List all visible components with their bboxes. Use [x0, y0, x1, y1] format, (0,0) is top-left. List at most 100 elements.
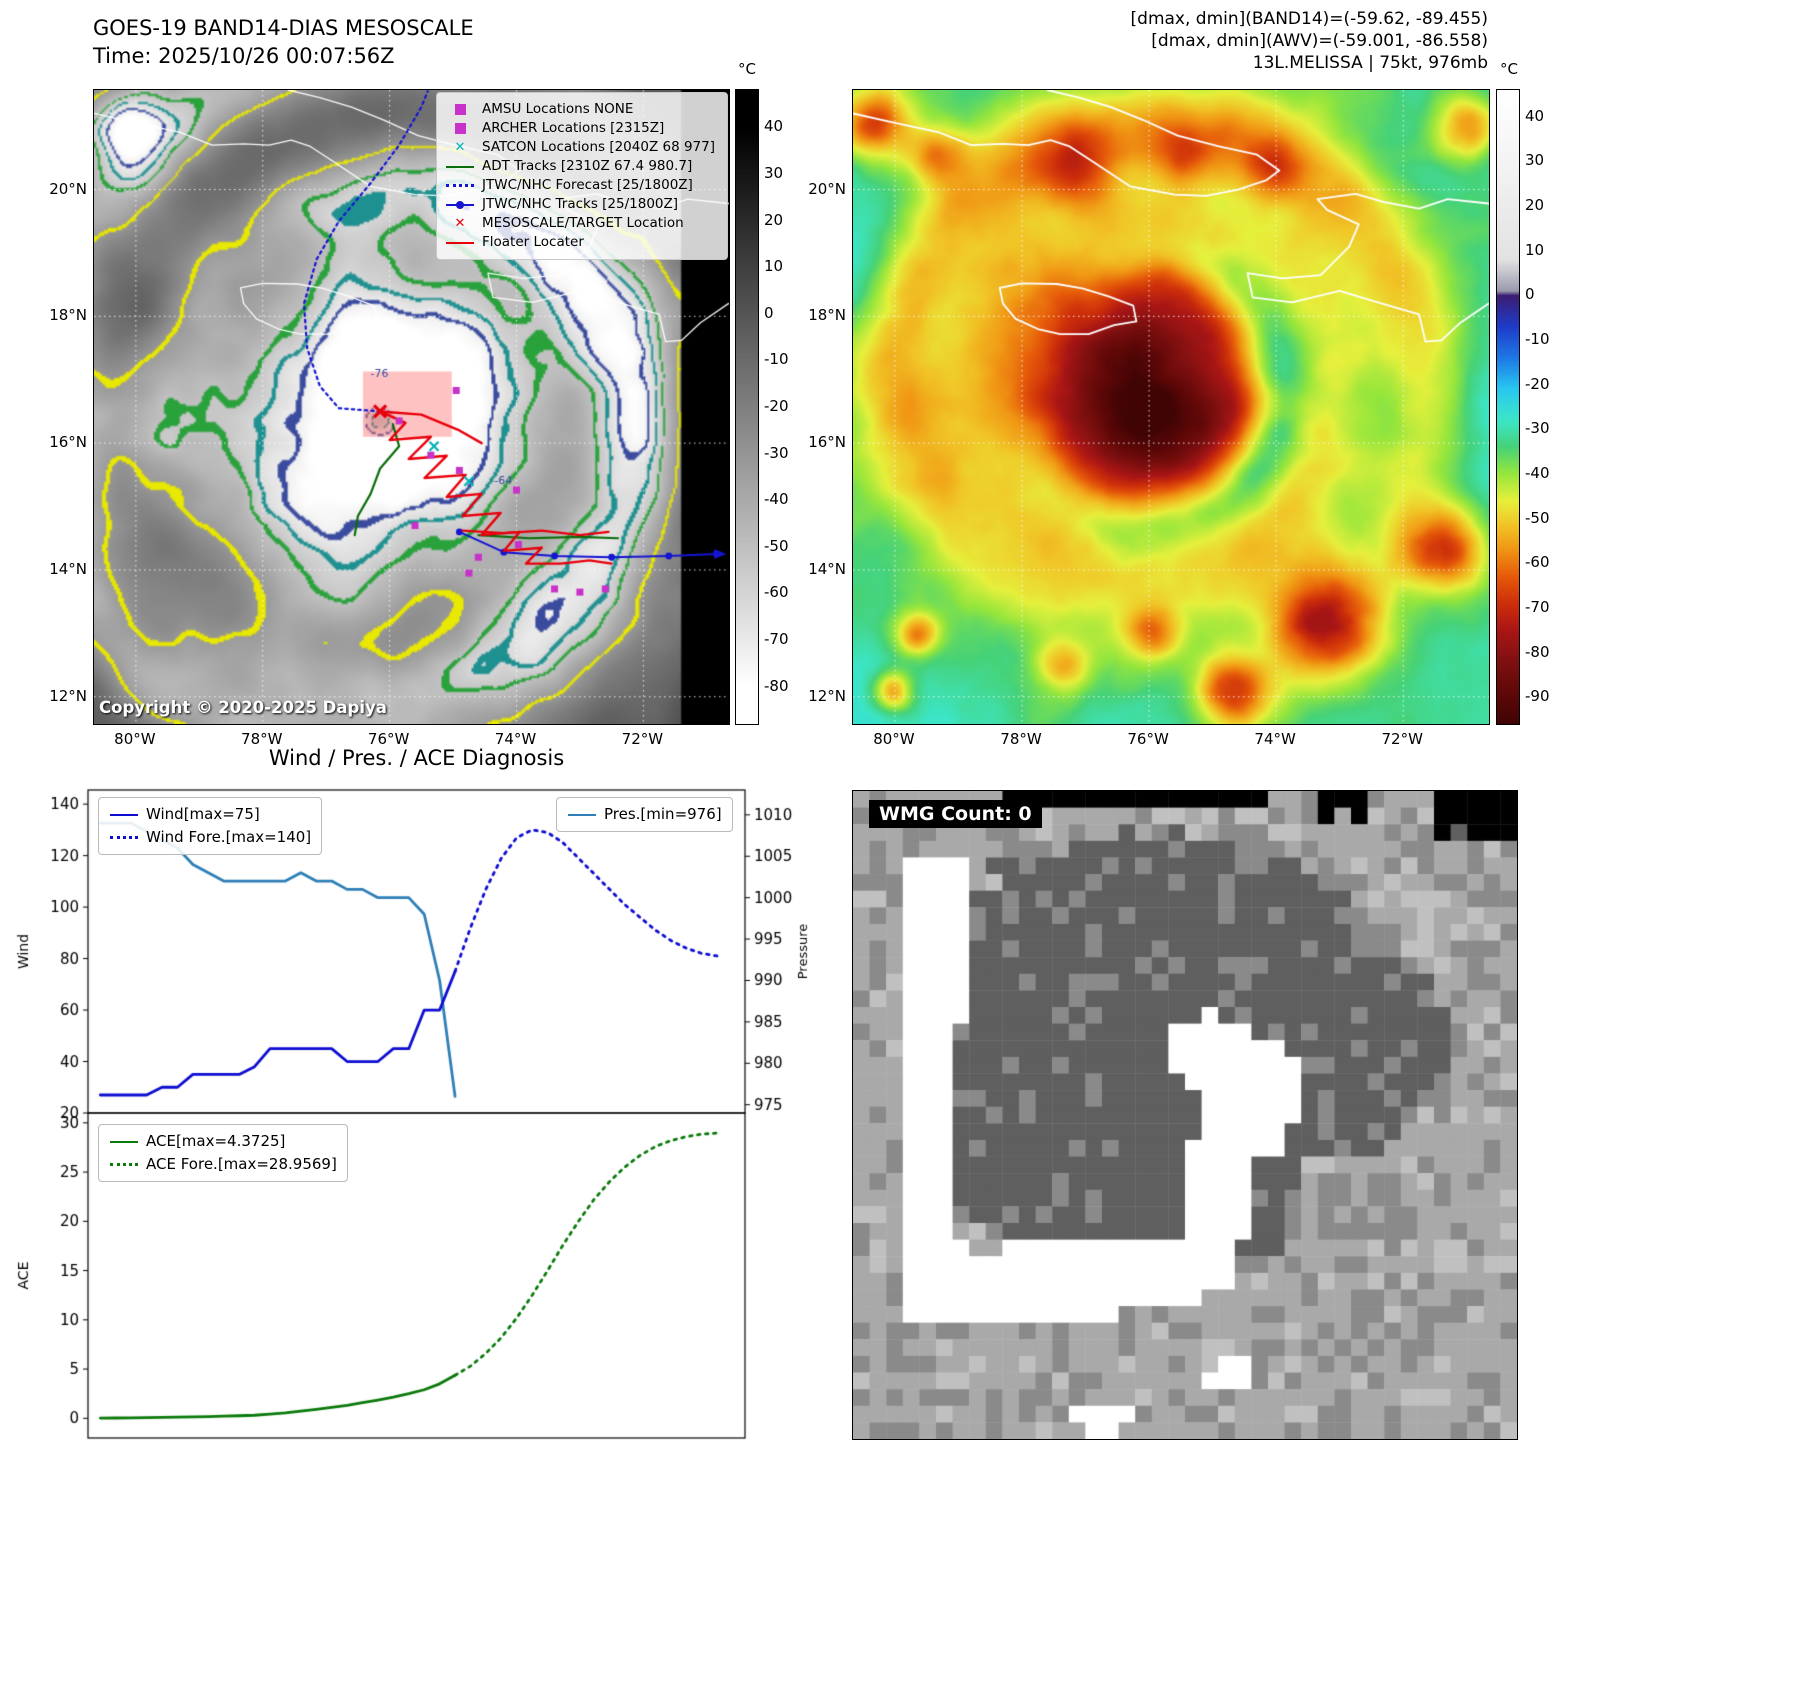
tick-label: -80 — [764, 676, 789, 695]
tick-label: -20 — [764, 397, 789, 415]
tick-label: 14°N — [49, 559, 87, 578]
tick-label: 18°N — [808, 306, 846, 325]
wind-legend-item: Wind[max=75] — [109, 803, 311, 826]
tick-label: 0 — [764, 303, 774, 322]
tick-label: -60 — [1525, 553, 1550, 572]
tick-label: -70 — [764, 630, 789, 649]
tick-label: 78°W — [1000, 730, 1042, 748]
ace-forecast-legend-item: ACE Fore.[max=28.9569] — [109, 1153, 337, 1176]
wind-forecast-line-icon — [109, 830, 139, 846]
left-map-title-line2: Time: 2025/10/26 00:07:56Z — [93, 44, 395, 68]
left-colorbar-unit: °C — [738, 60, 756, 78]
legend-label: JTWC/NHC Forecast [25/1800Z] — [482, 177, 693, 193]
legend-item-jtwc-forecast: JTWC/NHC Forecast [25/1800Z] — [445, 176, 719, 195]
band14-dmax-dmin-text: [dmax, dmin](BAND14)=(-59.62, -89.455) — [1130, 9, 1488, 29]
wind-forecast-legend-item: Wind Fore.[max=140] — [109, 826, 311, 849]
legend-label: JTWC/NHC Tracks [25/1800Z] — [482, 196, 679, 212]
tick-label: 30 — [764, 163, 784, 182]
pressure-series-label: Pres.[min=976] — [604, 805, 722, 823]
legend-item-archer: ARCHER Locations [2315Z] — [445, 119, 719, 138]
legend-item-satcon: SATCON Locations [2040Z 68 977] — [445, 138, 719, 157]
amsu-marker-icon — [445, 102, 475, 118]
tick-label: 80°W — [114, 730, 156, 748]
jtwc-track-icon — [445, 197, 475, 213]
awv-dmax-dmin-text: [dmax, dmin](AWV)=(-59.001, -86.558) — [1151, 31, 1488, 51]
tick-label: 40 — [764, 117, 784, 136]
tick-label: 76°W — [367, 730, 410, 748]
ace-forecast-line-icon — [109, 1157, 139, 1173]
tick-label: -90 — [1525, 687, 1550, 706]
tick-label: 14°N — [808, 559, 846, 578]
tick-label: 20 — [1525, 196, 1545, 215]
tick-label: 12°N — [49, 686, 87, 705]
tick-label: 16°N — [49, 433, 87, 452]
storm-id-intensity-text: 13L.MELISSA | 75kt, 976mb — [1252, 53, 1488, 73]
tick-label: 30 — [1525, 151, 1545, 170]
tick-label: 74°W — [1254, 730, 1296, 748]
copyright-watermark: Copyright © 2020-2025 Dapiya — [99, 698, 387, 717]
wmg-classification-map — [852, 790, 1518, 1440]
ace-forecast-series-label: ACE Fore.[max=28.9569] — [146, 1155, 337, 1173]
wind-forecast-series-label: Wind Fore.[max=140] — [146, 828, 312, 846]
tick-label: -50 — [1525, 508, 1550, 527]
ir-enhanced-satellite-map — [852, 89, 1490, 725]
tick-label: 18°N — [49, 306, 87, 325]
legend-label: ARCHER Locations [2315Z] — [482, 120, 665, 136]
ace-legend: ACE[max=4.3725] ACE Fore.[max=28.9569] — [98, 1124, 348, 1182]
tick-label: -20 — [1525, 374, 1550, 393]
floater-line-icon — [445, 235, 475, 251]
pressure-line-icon — [567, 807, 597, 823]
tick-label: 80°W — [873, 730, 915, 748]
left-map-title: GOES-19 BAND14-DIAS MESOSCALE Time: 2025… — [93, 14, 474, 70]
target-x-icon — [445, 216, 475, 232]
storm-info-block: [dmax, dmin](BAND14)=(-59.62, -89.455) [… — [888, 8, 1488, 74]
wmg-count-label: WMG Count: 0 — [869, 800, 1042, 828]
tick-label: 20°N — [808, 179, 846, 198]
legend-label: ADT Tracks [2310Z 67.4 980.7] — [482, 158, 693, 174]
tick-label: -30 — [764, 443, 789, 462]
tick-label: -80 — [1525, 642, 1550, 661]
tick-label: 10 — [764, 257, 784, 276]
map-legend: AMSU Locations NONE ARCHER Locations [23… — [436, 92, 728, 260]
tick-label: 74°W — [494, 730, 537, 748]
satcon-marker-icon — [445, 140, 475, 156]
tick-label: 12°N — [808, 686, 846, 705]
pressure-legend: Pres.[min=976] — [556, 797, 733, 832]
tick-label: -10 — [1525, 330, 1550, 349]
tick-label: 20 — [764, 210, 784, 229]
tick-label: -40 — [1525, 463, 1550, 482]
legend-item-floater: Floater Locater — [445, 233, 719, 252]
wind-series-label: Wind[max=75] — [146, 805, 260, 823]
wind-line-icon — [109, 807, 139, 823]
tick-label: 20°N — [49, 179, 87, 198]
wind-legend: Wind[max=75] Wind Fore.[max=140] — [98, 797, 323, 855]
tick-label: 10 — [1525, 240, 1545, 259]
legend-label: MESOSCALE/TARGET Location — [482, 215, 684, 231]
right-colorbar — [1496, 89, 1520, 725]
tick-label: 16°N — [808, 433, 846, 452]
tick-label: -30 — [1525, 419, 1550, 438]
diagnosis-panel-title: Wind / Pres. / ACE Diagnosis — [268, 746, 565, 770]
left-colorbar — [735, 89, 759, 725]
tick-label: -10 — [764, 350, 789, 369]
legend-item-amsu: AMSU Locations NONE — [445, 100, 719, 119]
legend-item-mesoscale-target: MESOSCALE/TARGET Location — [445, 214, 719, 233]
tick-label: 72°W — [621, 730, 664, 748]
legend-item-adt: ADT Tracks [2310Z 67.4 980.7] — [445, 157, 719, 176]
right-colorbar-unit: °C — [1500, 60, 1518, 78]
ace-series-label: ACE[max=4.3725] — [146, 1132, 286, 1150]
pressure-legend-item: Pres.[min=976] — [567, 803, 722, 826]
legend-label: AMSU Locations NONE — [482, 101, 634, 117]
archer-marker-icon — [445, 121, 475, 137]
tick-label: 76°W — [1127, 730, 1169, 748]
legend-item-jtwc-track: JTWC/NHC Tracks [25/1800Z] — [445, 195, 719, 214]
tick-label: -50 — [764, 536, 789, 555]
wind-pressure-ace-chart — [0, 760, 840, 1460]
ace-legend-item: ACE[max=4.3725] — [109, 1130, 337, 1153]
legend-label: SATCON Locations [2040Z 68 977] — [482, 139, 715, 155]
tick-label: 0 — [1525, 285, 1535, 304]
tick-label: 40 — [1525, 106, 1545, 125]
adt-track-icon — [445, 159, 475, 175]
ace-line-icon — [109, 1134, 139, 1150]
